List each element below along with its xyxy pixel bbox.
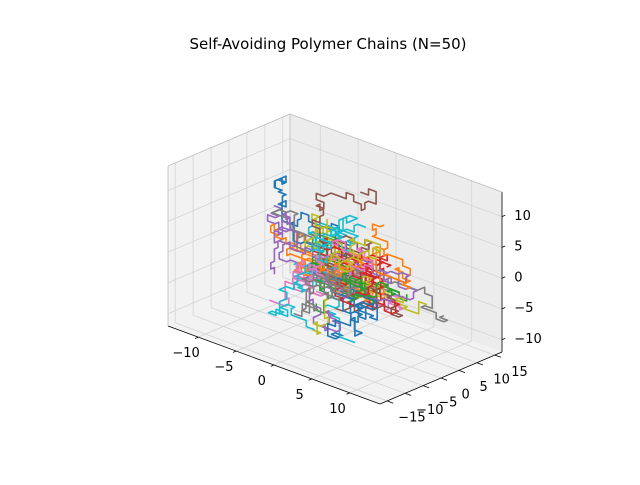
- grid-y-floor: [192, 314, 406, 394]
- y-tick-mark: [422, 385, 430, 389]
- y-tick-mark: [387, 400, 394, 404]
- polymer-chain-48: [312, 273, 356, 301]
- z-tick-mark: [501, 337, 506, 341]
- grid-y-floor: [264, 284, 478, 364]
- x-tick-mark: [308, 378, 313, 381]
- x-tick-mark: [270, 364, 275, 367]
- grid-z-left: [167, 230, 291, 284]
- x-tick-label: 0: [258, 374, 266, 389]
- grid-y-floor: [282, 276, 495, 356]
- x-tick-label: 10: [329, 402, 346, 417]
- y-tick-mark: [404, 392, 412, 396]
- grid-z-back: [289, 169, 503, 248]
- chart-title: Self-Avoiding Polymer Chains (N=50): [189, 35, 466, 53]
- y-tick-mark: [458, 370, 466, 373]
- polymer-chain-49: [326, 237, 382, 273]
- z-tick-mark: [501, 214, 506, 217]
- z-tick-mark: [501, 245, 506, 248]
- polymer-chain-47: [308, 237, 373, 278]
- grid-lines: [167, 117, 503, 402]
- polymer-chain-22: [285, 247, 345, 286]
- y-tick-label: 0: [462, 388, 470, 403]
- polymer-chain-41: [330, 276, 379, 337]
- x-tick-mark: [346, 392, 350, 395]
- grid-y-floor: [210, 307, 424, 386]
- polymer-chain-50: [311, 223, 367, 264]
- y-tick-mark: [476, 362, 484, 366]
- polymer-chain-40: [267, 263, 315, 331]
- z-tick-label: 5: [514, 240, 522, 255]
- y-tick-label: −15: [398, 411, 425, 426]
- polymer-chain-46: [311, 188, 377, 268]
- grid-z-left: [167, 199, 291, 253]
- z-tick-label: 10: [514, 209, 531, 224]
- polymer-chains: [266, 175, 449, 344]
- y-tick-label: −10: [416, 403, 443, 418]
- polymer-chain-27: [269, 259, 329, 307]
- z-tick-mark: [501, 276, 506, 279]
- x-tick-mark: [232, 350, 237, 353]
- polymer-chain-30: [307, 214, 359, 253]
- x-tick-mark: [194, 336, 199, 339]
- polymer-chain-39: [304, 213, 343, 254]
- x-tick-label: −5: [214, 360, 233, 375]
- z-tick-mark: [501, 307, 506, 310]
- z-tick-label: −5: [514, 301, 533, 316]
- y-tick-mark: [440, 377, 448, 381]
- y-tick-label: 10: [493, 372, 510, 387]
- y-tick-label: 5: [480, 380, 488, 395]
- polymer-chain-43: [341, 271, 400, 299]
- grid-y-floor: [175, 322, 388, 402]
- grid-z-back: [289, 199, 503, 279]
- z-tick-label: 0: [514, 270, 522, 285]
- z-tick-label: −10: [514, 332, 541, 347]
- grid-z-left: [167, 169, 291, 222]
- grid-z-back: [289, 138, 503, 217]
- y-tick-label: −5: [438, 395, 457, 410]
- pane-edge-top-back: [289, 113, 503, 193]
- grid-z-left: [167, 261, 291, 315]
- polymer-chain-45: [269, 212, 322, 275]
- grid-z-left: [167, 138, 291, 191]
- x-tick-label: 5: [296, 388, 304, 403]
- y-tick-label: 15: [511, 365, 528, 380]
- polymer-chain-34: [334, 275, 401, 315]
- x-tick-label: −10: [172, 346, 199, 361]
- axis-lines: [167, 113, 506, 405]
- y-tick-mark: [494, 354, 502, 358]
- pane-edge-top-left: [167, 113, 291, 167]
